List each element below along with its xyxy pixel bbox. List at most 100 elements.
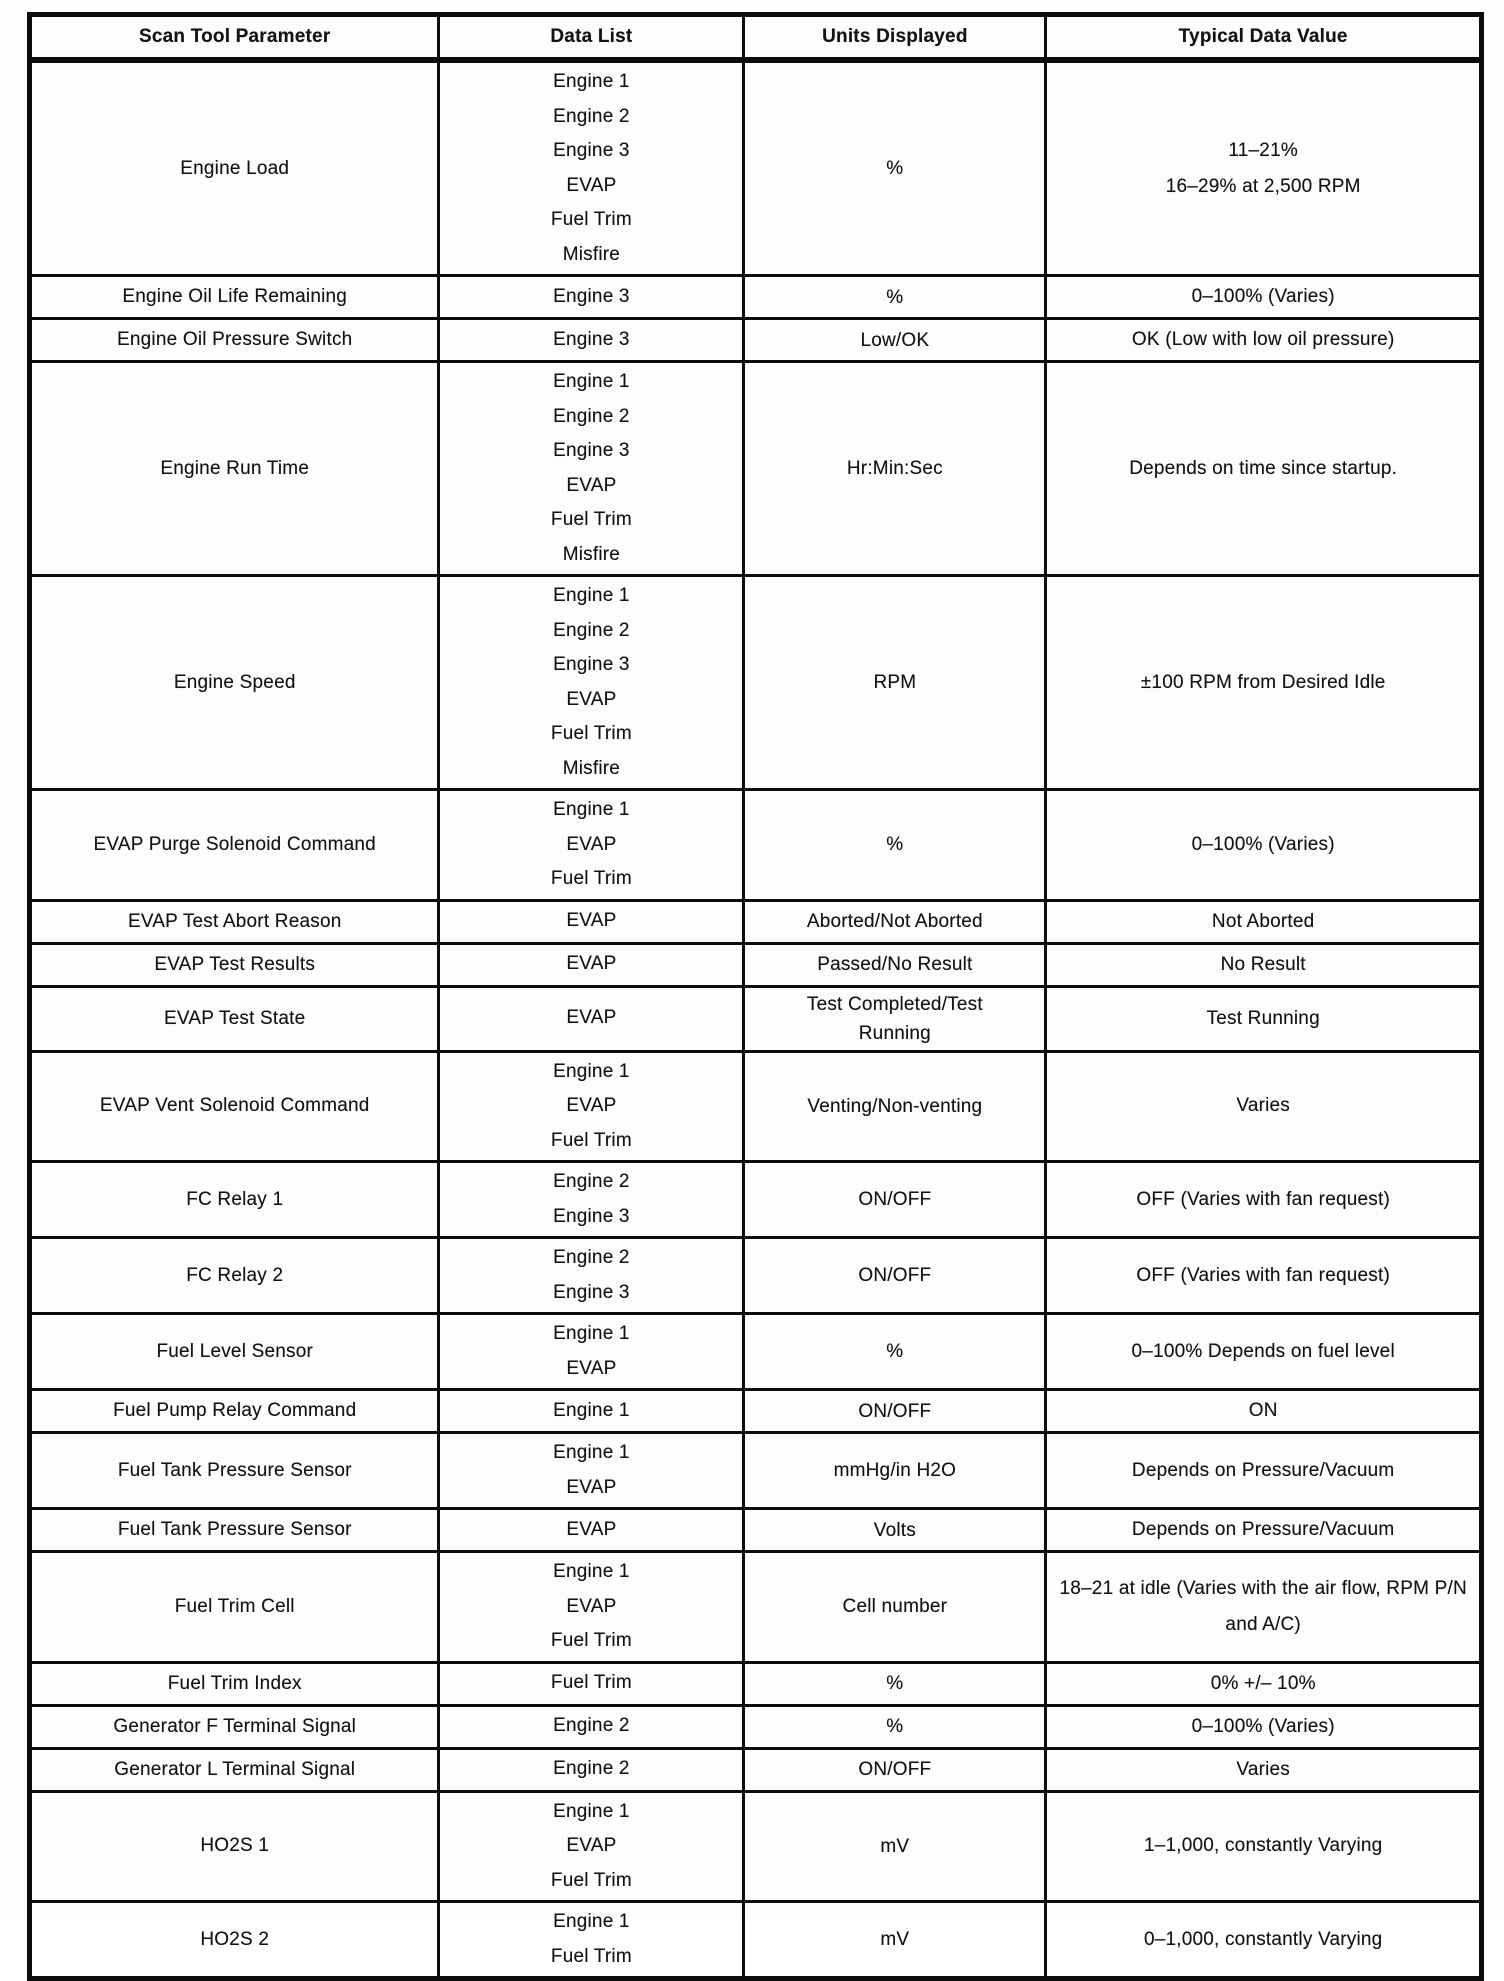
- typical-value-cell: Test Running: [1044, 984, 1483, 1053]
- table-row: Generator L Terminal Signal Engine 2 ON/OF…: [27, 1746, 1483, 1793]
- data-list-item: Fuel Trim: [550, 509, 632, 530]
- data-list-item: Engine 2: [553, 1247, 630, 1268]
- typical-value-line: OK (Low with low oil pressure): [1131, 329, 1395, 350]
- table-row: FC Relay 1 Engine 2 Engine 3 ON/OFF OFF (Var…: [27, 1160, 1483, 1239]
- units-label: mV: [880, 1929, 910, 1950]
- data-list-item: Engine 2: [553, 1715, 630, 1737]
- units-label: Passed/No Result: [817, 954, 973, 975]
- parameter-label: Fuel Tank Pressure Sensor: [117, 1459, 352, 1481]
- typical-value-cell: Varies: [1044, 1049, 1483, 1163]
- parameter-cell: HO2S 2: [27, 1900, 441, 1980]
- table-row: Fuel Level Sensor Engine 1 EVAP% 0–100% Dep…: [27, 1312, 1483, 1391]
- data-list-item: Engine 1: [553, 371, 630, 392]
- data-list-item: Engine 3: [553, 654, 630, 675]
- document-page: Scan Tool Parameter Data List Units Disp…: [27, 12, 1484, 1981]
- data-list-item: Engine 1: [553, 1442, 630, 1463]
- typical-value-line: ±100 RPM from Desired Idle: [1140, 671, 1386, 693]
- table-row: EVAP Test Abort Reason EVAP Aborted/Not Ab…: [27, 898, 1483, 945]
- data-list-cell: Engine 1 EVAP Fuel Trim: [437, 1049, 746, 1163]
- typical-value-line: 0–100% Depends on fuel level: [1131, 1340, 1395, 1362]
- data-list-item: Engine 2: [553, 1758, 630, 1780]
- data-list-cell: Engine 1 EVAP Fuel Trim: [437, 1550, 746, 1664]
- table-row: HO2S 1 Engine 1 EVAP Fuel Trim mV 1–1,000, co…: [27, 1789, 1483, 1903]
- units-cell: mV: [742, 1900, 1048, 1980]
- data-list-item: Fuel Trim: [550, 723, 632, 744]
- data-list-item: EVAP: [566, 474, 617, 496]
- units-cell: Aborted/Not Aborted: [742, 898, 1048, 945]
- units-cell: %: [742, 58, 1048, 277]
- typical-value-cell: 0–100% (Varies): [1044, 1703, 1483, 1750]
- units-label: %: [886, 1673, 904, 1694]
- data-list-item: Fuel Trim: [550, 1672, 632, 1694]
- table-row: Generator F Terminal Signal Engine 2% 0–10…: [27, 1703, 1483, 1750]
- typical-value-line: 18–21 at idle (Varies with the air flow,…: [1059, 1577, 1467, 1635]
- parameter-cell: EVAP Purge Solenoid Command: [27, 788, 441, 902]
- parameter-label: Fuel Level Sensor: [156, 1340, 313, 1362]
- typical-value-cell: Varies: [1044, 1746, 1483, 1793]
- parameter-cell: Engine Oil Pressure Switch: [27, 317, 441, 363]
- data-list-item: Engine 1: [553, 71, 630, 92]
- table-row: Fuel Tank Pressure Sensor Engine 1 EVAP mmH…: [27, 1431, 1483, 1510]
- parameter-cell: Engine Run Time: [27, 360, 441, 577]
- data-list-item: EVAP: [566, 1476, 617, 1498]
- units-cell: ON/OFF: [742, 1160, 1048, 1239]
- data-list-cell: Engine 1 Fuel Trim: [437, 1900, 746, 1980]
- typical-value-cell: No Result: [1044, 941, 1483, 988]
- data-list-item: EVAP: [566, 910, 617, 932]
- parameter-cell: EVAP Test State: [27, 984, 441, 1053]
- data-list-item: Engine 1: [553, 1911, 630, 1932]
- units-label: %: [886, 286, 904, 308]
- data-list-item: EVAP: [566, 688, 617, 710]
- units-label: %: [886, 1341, 904, 1362]
- data-list-item: Engine 2: [553, 1171, 630, 1192]
- data-list-item: EVAP: [566, 174, 617, 196]
- data-list-cell: EVAP: [437, 1507, 746, 1553]
- parameter-cell: Engine Oil Life Remaining: [27, 274, 441, 320]
- scan-tool-data-table: Scan Tool Parameter Data List Units Disp…: [27, 12, 1484, 1981]
- typical-value-line: 1–1,000, constantly Varying: [1143, 1835, 1383, 1857]
- typical-value-line: Varies: [1236, 1095, 1291, 1117]
- units-cell: Venting/Non-venting: [742, 1049, 1048, 1163]
- typical-value-cell: 0–100% Depends on fuel level: [1044, 1312, 1483, 1391]
- parameter-label: Fuel Trim Cell: [174, 1595, 295, 1617]
- units-label: ON/OFF: [858, 1189, 932, 1210]
- parameter-label: Engine Oil Pressure Switch: [117, 329, 353, 350]
- data-list-item: Misfire: [562, 757, 621, 779]
- table-row: Fuel Pump Relay Command Engine 1 ON/OFF ON: [27, 1388, 1483, 1434]
- data-list-cell: Engine 1: [437, 1388, 746, 1434]
- parameter-label: Engine Speed: [173, 671, 296, 693]
- table-row: Fuel Tank Pressure Sensor EVAP Volts Depend…: [27, 1507, 1483, 1553]
- data-list-cell: Engine 3: [437, 274, 746, 320]
- parameter-cell: Fuel Tank Pressure Sensor: [27, 1431, 441, 1510]
- units-label: Test Completed/Test Running: [806, 993, 983, 1044]
- parameter-cell: Fuel Trim Cell: [27, 1550, 441, 1664]
- data-list-item: Fuel Trim: [550, 1869, 632, 1891]
- data-list-cell: Engine 1 Engine 2 Engine 3 EVAP Fuel Trim Mis…: [437, 574, 746, 791]
- parameter-label: HO2S 2: [200, 1928, 270, 1950]
- typical-value-cell: 1–1,000, constantly Varying: [1044, 1789, 1483, 1903]
- parameter-cell: EVAP Vent Solenoid Command: [27, 1049, 441, 1163]
- typical-value-line: Depends on time since startup.: [1129, 457, 1398, 479]
- units-cell: mmHg/in H2O: [742, 1431, 1048, 1510]
- typical-value-line: OFF (Varies with fan request): [1136, 1188, 1390, 1210]
- parameter-label: EVAP Test Results: [154, 953, 316, 975]
- parameter-label: Engine Load: [180, 157, 290, 179]
- units-cell: Test Completed/Test Running: [742, 984, 1048, 1053]
- parameter-cell: Engine Load: [27, 58, 441, 277]
- parameter-cell: Fuel Pump Relay Command: [27, 1388, 441, 1434]
- data-list-item: Engine 3: [553, 440, 630, 461]
- parameter-label: FC Relay 2: [186, 1264, 284, 1286]
- data-list-cell: EVAP: [437, 984, 746, 1053]
- typical-value-line: 0–100% (Varies): [1191, 1715, 1335, 1737]
- header-typical-data-value: Typical Data Value: [1044, 13, 1483, 63]
- parameter-label: Fuel Tank Pressure Sensor: [117, 1519, 352, 1540]
- units-cell: %: [742, 274, 1048, 320]
- parameter-label: Engine Run Time: [160, 457, 310, 479]
- typical-value-cell: 0–1,000, constantly Varying: [1044, 1900, 1483, 1980]
- data-list-cell: Engine 2 Engine 3: [437, 1160, 746, 1239]
- parameter-cell: FC Relay 1: [27, 1160, 441, 1239]
- typical-value-line: ON: [1248, 1400, 1278, 1421]
- data-list-item: EVAP: [566, 1518, 617, 1540]
- table-row: Engine Oil Life Remaining Engine 3% 0–100%…: [27, 274, 1483, 320]
